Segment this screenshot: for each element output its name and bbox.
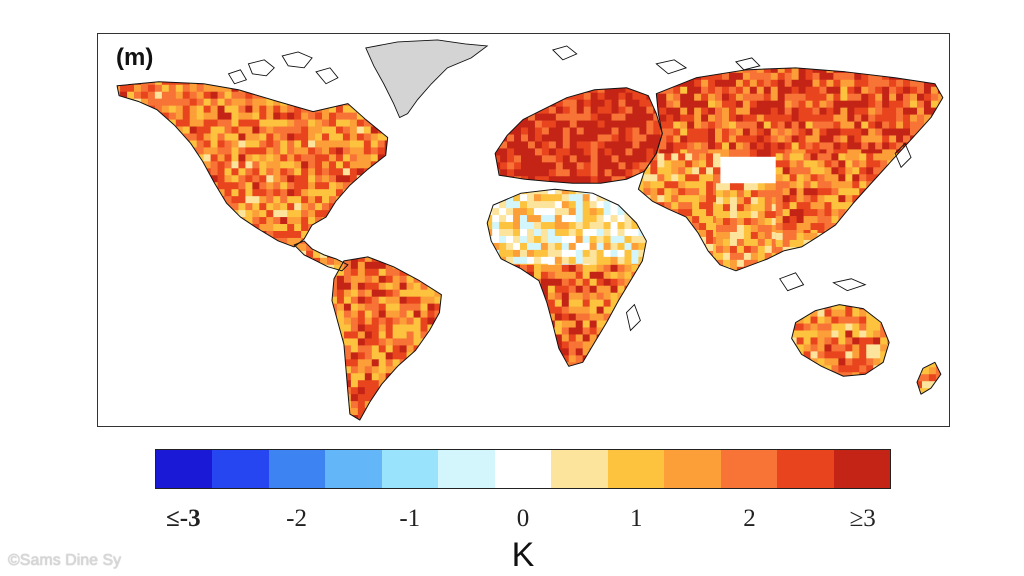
colorbar-step-10 [664, 450, 721, 488]
colorbar-step-5 [381, 450, 439, 488]
colorbar-step-12 [777, 450, 834, 488]
land-anomaly-layer [117, 67, 943, 421]
colorbar-tick-label: -1 [399, 505, 421, 532]
colorbar-step-6 [438, 450, 495, 488]
region-new-zealand [916, 362, 941, 395]
colorbar-step-13 [833, 450, 891, 488]
world-map-panel: (m) [97, 33, 950, 427]
colorbar-step-9 [607, 450, 665, 488]
region-north-america [117, 81, 388, 247]
colorbar-tick-label: 2 [743, 505, 756, 532]
colorbar-tick-label: 0 [516, 505, 530, 532]
watermark: ©Sams Dine Sy [8, 552, 122, 569]
panel-label: (m) [116, 44, 154, 71]
colorbar-tick-label: -2 [286, 505, 307, 532]
region-north-africa-sahara [487, 189, 647, 272]
colorbar-tick-label: ≤-3 [166, 505, 201, 532]
arctic-islands-outline [227, 45, 912, 332]
colorbar-tick-label: 1 [629, 505, 643, 532]
colorbar-tick-label: ≥3 [849, 505, 876, 532]
greenland-no-data [365, 39, 489, 119]
colorbar-step-11 [720, 450, 778, 488]
region-southeast-asia [775, 232, 860, 271]
colorbar-step-4 [325, 450, 382, 488]
region-middle-east [638, 153, 721, 271]
colorbar [155, 449, 891, 489]
colorbar-step-1 [156, 450, 213, 488]
region-australia [791, 304, 890, 377]
colorbar-step-7 [494, 450, 552, 488]
colorbar-step-2 [212, 450, 269, 488]
region-south-america [331, 256, 442, 421]
world-map [116, 39, 944, 421]
region-russia-central-asia [652, 67, 943, 157]
region-europe [495, 87, 663, 184]
colorbar-unit-label: K [511, 536, 535, 574]
region-india [716, 183, 780, 271]
colorbar-step-8 [551, 450, 608, 488]
colorbar-step-3 [268, 450, 326, 488]
